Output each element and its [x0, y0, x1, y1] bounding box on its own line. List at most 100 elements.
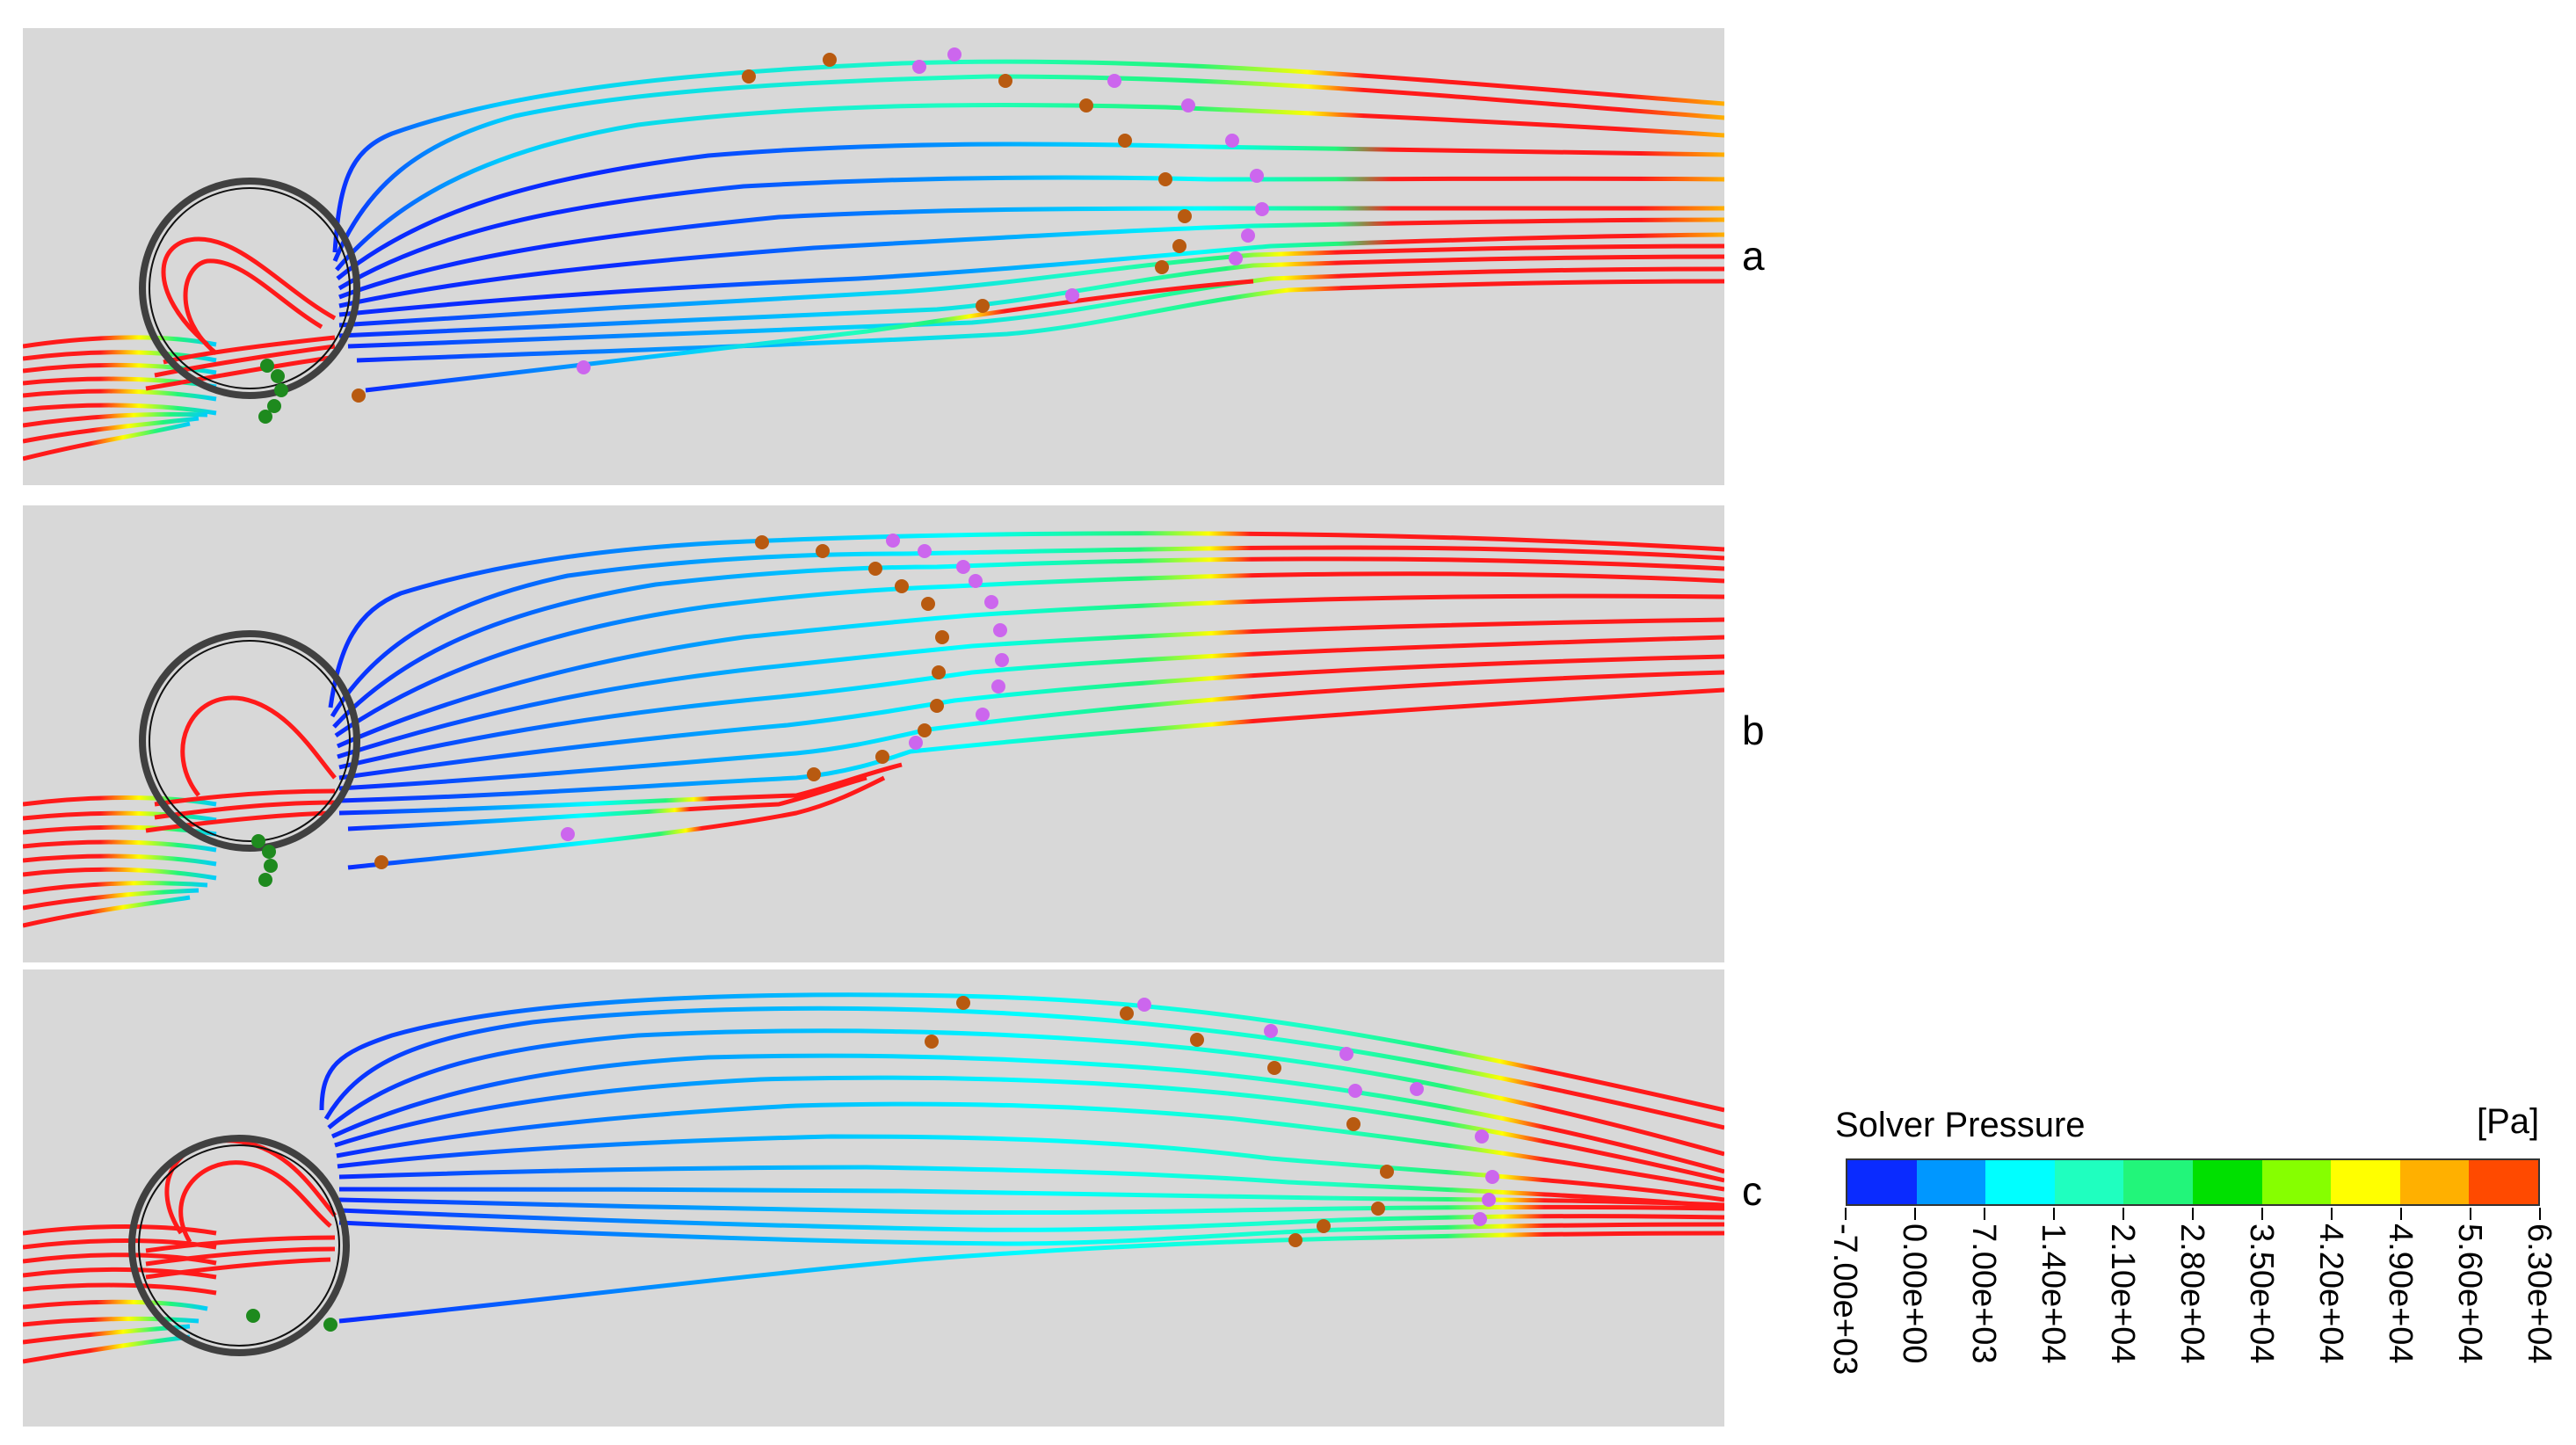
particle — [1475, 1129, 1489, 1144]
particle — [969, 574, 983, 588]
particle — [976, 708, 990, 722]
particle — [991, 679, 1005, 693]
particle — [895, 579, 909, 593]
particle — [374, 855, 388, 869]
outflow-streamlines — [319, 992, 1724, 1324]
legend-tick-label: 1.40e+04 — [2035, 1224, 2072, 1364]
legend-title: Solver Pressure — [1835, 1106, 2086, 1144]
legend-swatch — [2331, 1160, 2400, 1204]
streamline-panel-a — [23, 28, 1724, 485]
particle — [1255, 202, 1269, 216]
legend-tick-label: 2.10e+04 — [2104, 1224, 2141, 1364]
particle — [1371, 1202, 1385, 1216]
particle — [1380, 1165, 1394, 1179]
particle — [1079, 98, 1093, 113]
particle — [995, 653, 1009, 667]
particle — [925, 1035, 939, 1049]
particle — [1155, 260, 1169, 274]
cylinder — [128, 1135, 350, 1356]
legend-color-bar — [1846, 1158, 2540, 1206]
particle — [807, 767, 821, 781]
particle — [258, 873, 272, 887]
particles — [258, 47, 1269, 424]
particle — [1339, 1047, 1353, 1061]
streamline-plot-c — [23, 992, 1724, 1364]
particle — [1065, 288, 1079, 302]
legend-tick — [2400, 1208, 2402, 1220]
particle — [1348, 1084, 1362, 1098]
particle — [998, 74, 1012, 88]
legend-tick-label: 7.00e+03 — [1965, 1224, 2002, 1364]
particle — [1485, 1170, 1499, 1184]
streamline-plot-b — [23, 531, 1724, 928]
legend-tick — [1984, 1208, 1985, 1220]
particle — [561, 827, 575, 841]
legend-tick — [2192, 1208, 2194, 1220]
particle — [976, 299, 990, 313]
legend-tick — [1914, 1208, 1916, 1220]
streamline-panel-b — [23, 505, 1724, 962]
particle — [868, 562, 882, 576]
particle — [912, 60, 926, 74]
legend-tick-label: 4.20e+04 — [2312, 1224, 2349, 1364]
legend-swatch — [2054, 1160, 2124, 1204]
particle — [577, 360, 591, 374]
particle — [1120, 1006, 1134, 1020]
particle — [323, 1318, 337, 1332]
particle — [1229, 251, 1243, 265]
legend-tick — [2539, 1208, 2541, 1220]
outflow-streamlines — [328, 531, 1724, 870]
particles — [251, 534, 1009, 887]
streamline-plot-a — [23, 47, 1724, 461]
particle — [886, 534, 900, 548]
legend-swatch — [2123, 1160, 2193, 1204]
particle — [251, 834, 265, 848]
particle — [262, 845, 276, 859]
particle — [1178, 209, 1192, 223]
particle — [823, 53, 837, 67]
particle — [1190, 1033, 1204, 1047]
legend-tick-label: 4.90e+04 — [2382, 1224, 2419, 1364]
legend-tick-label: 0.00e+00 — [1896, 1224, 1933, 1364]
particle — [1264, 1024, 1278, 1038]
particle — [267, 399, 281, 413]
particle — [932, 665, 946, 679]
legend-swatch — [1985, 1160, 2055, 1204]
legend-tick-label: 2.80e+04 — [2173, 1224, 2210, 1364]
particle — [935, 630, 949, 644]
legend-swatch — [2469, 1160, 2538, 1204]
particle — [909, 736, 923, 750]
recirculation-loops — [145, 695, 337, 833]
legend-swatch — [1916, 1160, 1986, 1204]
legend-swatch — [2261, 1160, 2332, 1204]
particle — [956, 560, 970, 574]
legend-tick — [2053, 1208, 2055, 1220]
legend-ticks: -7.00e+03 0.00e+00 7.00e+03 1.40e+04 2.10e+0… — [1826, 1208, 2558, 1445]
particle — [1172, 239, 1186, 253]
particle — [1158, 172, 1172, 186]
legend-tick — [1845, 1208, 1847, 1220]
legend-swatch — [1847, 1160, 1917, 1204]
particle — [816, 544, 830, 558]
particle — [1107, 74, 1121, 88]
particle — [1181, 98, 1195, 113]
panel-label-b: b — [1742, 708, 1765, 753]
legend-tick-label: 6.30e+04 — [2521, 1224, 2558, 1364]
particle — [1250, 169, 1264, 183]
particle — [742, 69, 756, 84]
particle — [1473, 1212, 1487, 1226]
outflow-streamlines — [332, 59, 1724, 393]
particle — [875, 750, 889, 764]
legend-unit: [Pa] — [2477, 1102, 2540, 1141]
particle — [947, 47, 961, 62]
particle — [1410, 1082, 1424, 1096]
inflow-streamlines — [23, 335, 217, 461]
particle — [1317, 1219, 1331, 1233]
particle — [264, 859, 278, 873]
legend-tick-label: -7.00e+03 — [1826, 1224, 1863, 1376]
inflow-streamlines — [23, 795, 217, 928]
particle — [258, 410, 272, 424]
particle — [1482, 1193, 1496, 1207]
legend-tick — [2122, 1208, 2124, 1220]
particle — [918, 723, 932, 737]
